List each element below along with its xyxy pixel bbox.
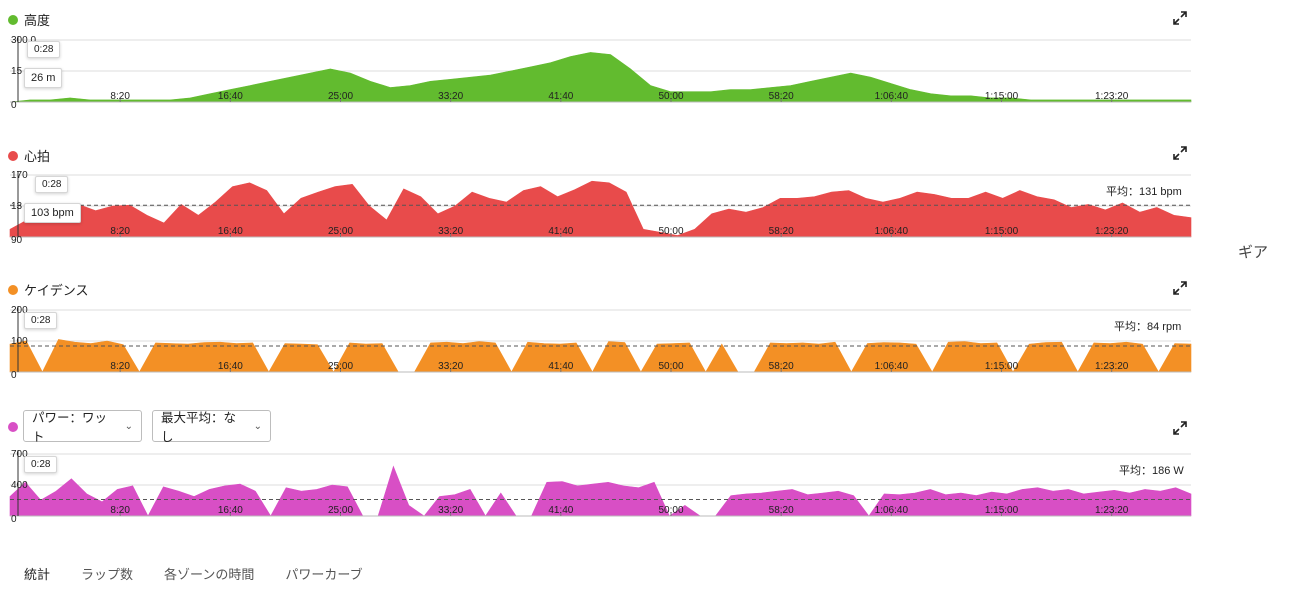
x-tick-label: 25:00 [328, 226, 353, 237]
series-area [9, 465, 1192, 517]
x-tick-label: 1:23:20 [1095, 91, 1129, 102]
altitude-legend-dot [8, 14, 18, 25]
cursor-time-tooltip: 0:28 [35, 176, 69, 193]
x-tick-label: 33:20 [438, 361, 463, 372]
x-tick-label: 1:23:20 [1095, 361, 1129, 372]
x-tick-label: 41:40 [548, 505, 573, 516]
y-tick-label: 100 [11, 336, 28, 347]
altitude-title: 高度 [24, 13, 51, 28]
cadence-legend-dot [8, 284, 18, 295]
x-tick-label: 1:15:00 [985, 361, 1019, 372]
x-tick-label: 58:20 [769, 505, 794, 516]
power-metric-select[interactable]: パワー：ワット ⌄ [23, 410, 142, 444]
cadence-average-label: 平均：84 rpm [1110, 317, 1186, 335]
x-tick-label: 16:40 [218, 361, 243, 372]
expand-icon[interactable] [1173, 281, 1187, 295]
y-tick-label: 13 [11, 201, 23, 212]
altitude-header: 高度 [8, 10, 50, 29]
x-tick-label: 16:40 [218, 91, 243, 102]
y-tick-label: 0 [11, 100, 17, 111]
power-panel: パワー：ワット ⌄ 最大平均：なし ⌄ 700 400 0 8:20 16:40 25:0… [0, 410, 1200, 535]
tab-laps[interactable]: ラップ数 [81, 567, 134, 582]
x-tick-label: 41:40 [548, 361, 573, 372]
x-tick-label: 58:20 [769, 361, 794, 372]
heart-rate-title: 心拍 [24, 149, 51, 164]
series-area [9, 180, 1192, 238]
x-tick-label: 1:06:40 [875, 361, 909, 372]
x-tick-label: 50:00 [658, 91, 683, 102]
x-tick-label: 1:06:40 [875, 226, 909, 237]
heart-rate-header: 心拍 [8, 146, 50, 165]
altitude-chart[interactable]: 300.0 15 0 8:20 16:40 25:00 33:20 41:40 50:00 58:… [0, 0, 1200, 120]
cadence-title: ケイデンス [24, 283, 89, 298]
x-tick-label: 41:40 [548, 91, 573, 102]
power-metric-select-value: パワー：ワット [32, 411, 108, 444]
expand-icon[interactable] [1173, 146, 1187, 160]
expand-icon[interactable] [1173, 421, 1187, 435]
cadence-chart[interactable]: 200 100 0 8:20 16:40 25:00 33:20 41:40 50:00 58:2… [0, 270, 1200, 390]
x-tick-label: 25:00 [328, 505, 353, 516]
x-tick-label: 8:20 [110, 91, 130, 102]
x-tick-label: 58:20 [769, 226, 794, 237]
x-tick-label: 16:40 [218, 505, 243, 516]
x-tick-label: 50:00 [658, 361, 683, 372]
y-tick-label: 400 [11, 480, 28, 491]
x-tick-label: 25:00 [328, 361, 353, 372]
cadence-header: ケイデンス [8, 280, 88, 299]
y-tick-label: 300.0 [11, 35, 36, 46]
x-tick-label: 8:20 [110, 226, 130, 237]
cadence-panel: ケイデンス 200 100 0 8:20 16:40 25:00 33:20 41:40 50:… [0, 270, 1200, 390]
y-tick-label: 0 [11, 370, 17, 381]
cursor-time-tooltip: 0:28 [24, 312, 58, 329]
y-tick-label: 700 [11, 449, 28, 460]
x-tick-label: 1:23:20 [1095, 505, 1129, 516]
heart-rate-value-tooltip: 103 bpm [24, 203, 81, 223]
max-average-select-value: 最大平均：なし [161, 411, 237, 444]
x-tick-label: 1:06:40 [875, 505, 909, 516]
x-tick-label: 1:15:00 [985, 505, 1019, 516]
x-tick-label: 33:20 [438, 91, 463, 102]
max-average-select[interactable]: 最大平均：なし ⌄ [152, 410, 271, 444]
power-average-label: 平均：186 W [1115, 461, 1188, 479]
x-tick-label: 1:15:00 [985, 91, 1019, 102]
x-tick-label: 50:00 [658, 505, 683, 516]
series-area [9, 339, 1192, 373]
series-area [9, 52, 1192, 103]
x-tick-label: 8:20 [110, 505, 130, 516]
altitude-panel: 高度 300.0 15 0 8:20 16:40 25:00 33:20 41:40 50:00… [0, 0, 1200, 120]
expand-icon[interactable] [1173, 11, 1187, 25]
y-tick-label: 0 [11, 514, 17, 525]
power-legend-dot [8, 422, 18, 432]
x-tick-label: 41:40 [548, 226, 573, 237]
y-tick-label: 15 [11, 66, 23, 77]
x-tick-label: 1:06:40 [875, 91, 909, 102]
cursor-time-tooltip: 0:28 [27, 41, 61, 58]
x-tick-label: 25:00 [328, 91, 353, 102]
cursor-time-tooltip: 0:28 [24, 456, 58, 473]
chevron-down-icon: ⌄ [124, 420, 133, 432]
heart-rate-chart[interactable]: 170 13 90 8:20 16:40 25:00 33:20 41:40 50:00 58:2… [0, 135, 1200, 255]
tab-time-in-zones[interactable]: 各ゾーンの時間 [164, 567, 255, 582]
power-chart[interactable]: 700 400 0 8:20 16:40 25:00 33:20 41:40 50:00 58:2… [0, 410, 1200, 535]
heart-rate-panel: 心拍 170 13 90 8:20 16:40 25:00 33:20 41:40 50:00 5… [0, 135, 1200, 255]
heart-rate-average-label: 平均：131 bpm [1102, 182, 1186, 200]
y-tick-label: 90 [11, 235, 23, 246]
y-tick-label: 170 [11, 170, 28, 181]
stats-tabs: 統計 ラップ数 各ゾーンの時間 パワーカーブ [24, 564, 394, 583]
chevron-down-icon: ⌄ [253, 420, 262, 432]
x-tick-label: 33:20 [438, 505, 463, 516]
altitude-value-tooltip: 26 m [24, 68, 63, 88]
gear-label: ギア [1238, 244, 1269, 261]
x-tick-label: 58:20 [769, 91, 794, 102]
x-tick-label: 16:40 [218, 226, 243, 237]
x-tick-label: 1:23:20 [1095, 226, 1129, 237]
x-tick-label: 33:20 [438, 226, 463, 237]
heart-rate-legend-dot [8, 150, 18, 161]
tab-stats[interactable]: 統計 [24, 567, 51, 582]
y-tick-label: 200 [11, 305, 28, 316]
tab-power-curve[interactable]: パワーカーブ [285, 567, 363, 582]
x-tick-label: 8:20 [110, 361, 130, 372]
x-tick-label: 1:15:00 [985, 226, 1019, 237]
x-tick-label: 50:00 [658, 226, 683, 237]
